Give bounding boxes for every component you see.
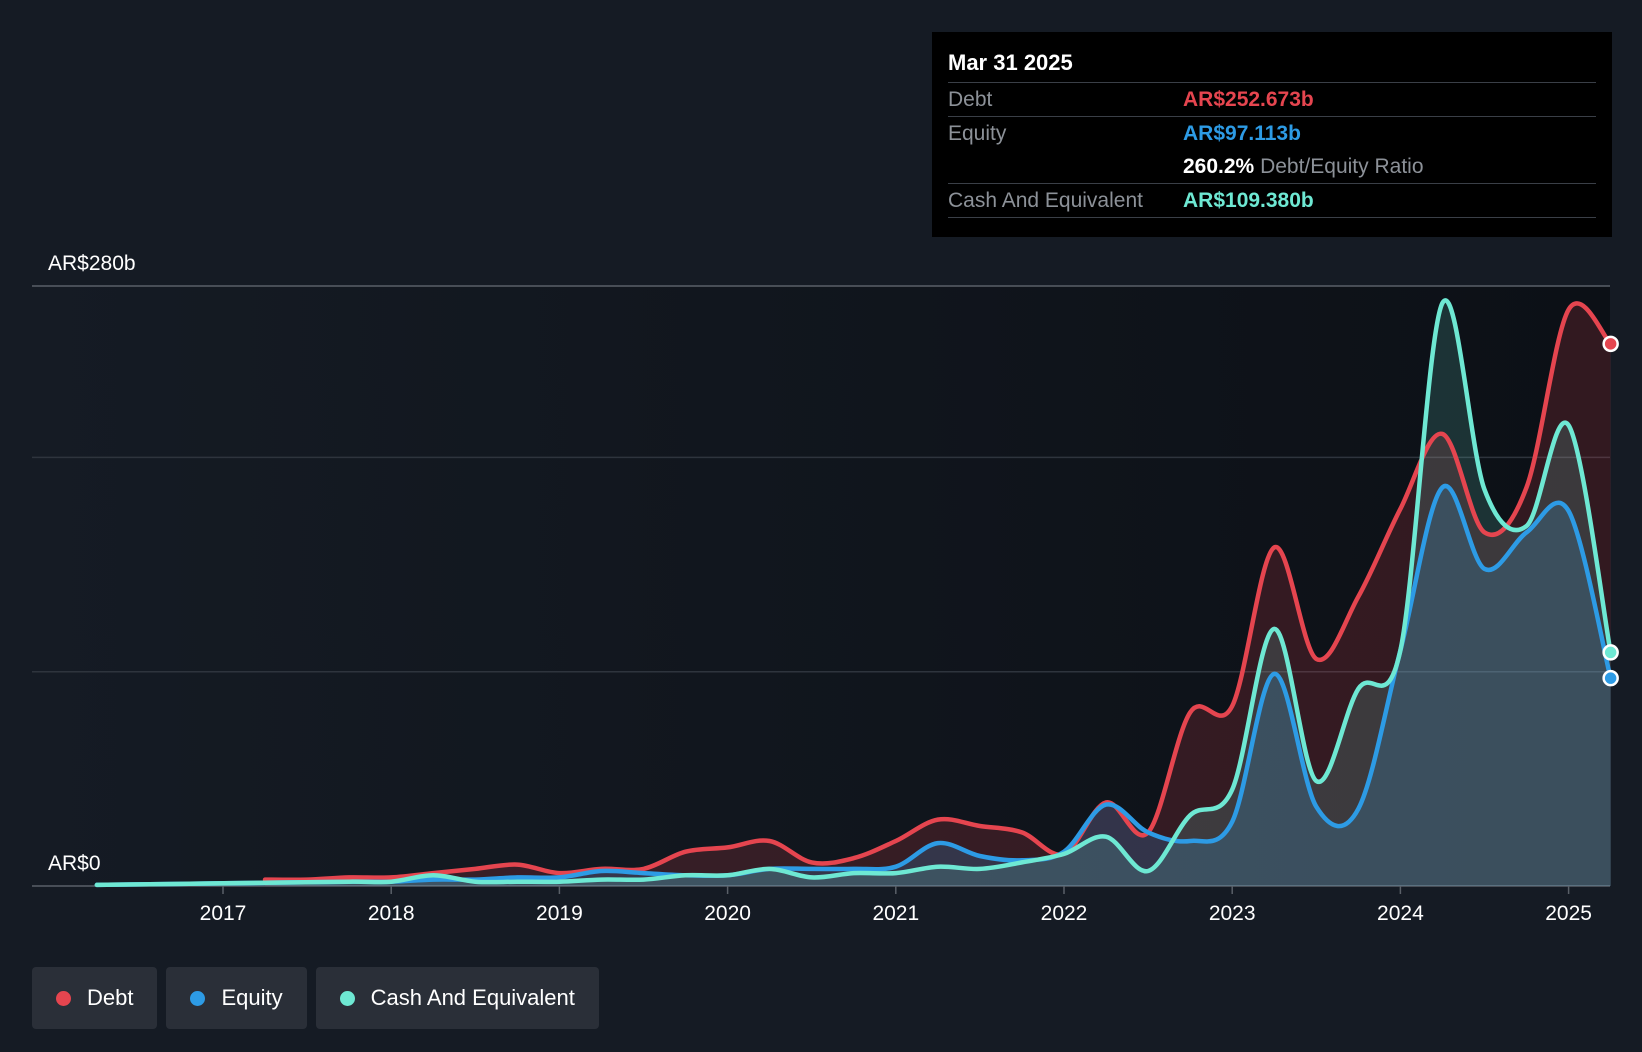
tooltip-date: Mar 31 2025 (948, 46, 1596, 83)
legend-dot-cash-icon (339, 990, 355, 1006)
tooltip-label-debt: Debt (948, 88, 993, 111)
tooltip-row-ratio: 260.2% Debt/Equity Ratio (948, 150, 1596, 184)
legend-item-equity[interactable]: Equity (166, 967, 307, 1029)
x-tick-label: 2025 (1545, 902, 1592, 925)
x-tick-label: 2023 (1209, 902, 1256, 925)
plot-background (32, 286, 1610, 886)
x-tick-label: 2019 (536, 902, 583, 925)
tooltip-label-ratio (948, 150, 1183, 183)
legend-item-debt[interactable]: Debt (32, 967, 158, 1029)
cash-line (94, 298, 1613, 888)
tooltip-row-equity: Equity AR$97.113b (948, 117, 1596, 150)
chart-legend: Debt Equity Cash And Equivalent (32, 967, 599, 1029)
y-axis-bottom-label: AR$0 (48, 852, 101, 875)
tooltip-ratio-suffix: Debt/Equity Ratio (1260, 155, 1424, 178)
tooltip-label-equity: Equity (948, 122, 1007, 145)
equity-endpoint (1602, 669, 1619, 687)
x-tick-label: 2020 (704, 902, 751, 925)
tooltip-value-cash: AR$109.380b (1183, 189, 1314, 212)
x-tick-label: 2018 (368, 902, 415, 925)
tooltip-panel: Mar 31 2025 Debt AR$252.673b Equity AR$9… (932, 32, 1612, 237)
y-axis-top-label: AR$280b (48, 252, 136, 275)
x-tick-label: 2021 (872, 902, 919, 925)
tooltip-row-cash: Cash And Equivalent AR$109.380b (948, 184, 1596, 218)
x-tick-label: 2024 (1377, 902, 1424, 925)
equity-area (96, 485, 1611, 886)
legend-dot-equity-icon (190, 990, 206, 1006)
x-tick-label: 2022 (1041, 902, 1088, 925)
legend-dot-debt-icon (56, 990, 71, 1006)
tooltip-label-cash: Cash And Equivalent (948, 189, 1143, 212)
legend-label-equity: Equity (221, 985, 283, 1010)
legend-label-debt: Debt (87, 985, 134, 1010)
tooltip-value-equity: AR$97.113b (1183, 122, 1301, 145)
debt-endpoint (1602, 335, 1619, 353)
debt-area (265, 303, 1611, 886)
legend-label-cash: Cash And Equivalent (370, 985, 575, 1010)
tooltip-ratio: 260.2% Debt/Equity Ratio (1183, 150, 1424, 183)
x-tick-label: 2017 (200, 902, 247, 925)
debt-line (262, 301, 1613, 882)
cash-endpoint (1602, 644, 1619, 661)
tooltip-row-debt: Debt AR$252.673b (948, 83, 1596, 117)
tooltip-value-debt: AR$252.673b (1183, 88, 1314, 111)
tooltip-value-ratio: 260.2% (1183, 155, 1255, 178)
legend-item-cash[interactable]: Cash And Equivalent (315, 967, 599, 1029)
